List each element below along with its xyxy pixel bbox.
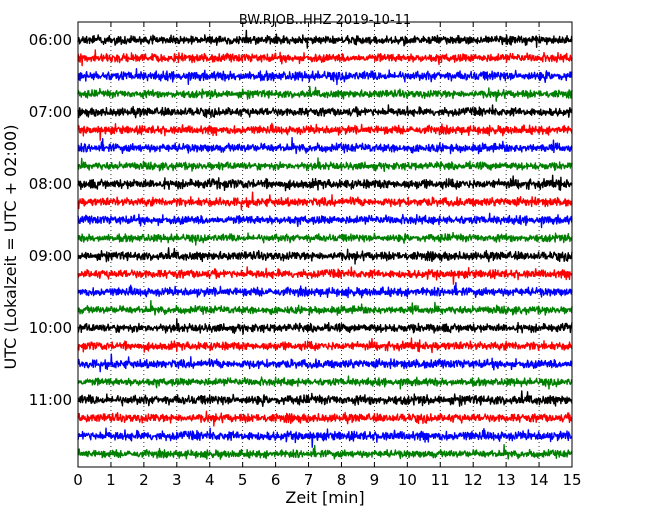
trace-0645 (77, 85, 573, 102)
trace-0945 (77, 300, 573, 316)
x-tick-label: 15 (562, 471, 581, 489)
x-tick-label: 8 (337, 471, 347, 489)
trace-1030 (77, 353, 573, 373)
x-tick-label: 7 (304, 471, 314, 489)
x-tick-label: 2 (139, 471, 149, 489)
x-tick-label: 12 (464, 471, 483, 489)
y-tick-label: 07:00 (29, 103, 72, 121)
trace-0745 (77, 157, 573, 173)
y-tick-label: 11:00 (29, 391, 72, 409)
x-tick-label: 6 (271, 471, 281, 489)
y-tick-label: 10:00 (29, 319, 72, 337)
x-tick-label: 3 (172, 471, 182, 489)
chart-title: BW.RJOB..HHZ 2019-10-11 (239, 13, 411, 28)
x-tick-label: 1 (106, 471, 116, 489)
trace-0930 (77, 281, 573, 299)
x-tick-label: 0 (73, 471, 83, 489)
y-axis-ticks: 06:00 07:00 08:00 09:00 10:00 11:00 (29, 31, 572, 409)
trace-0730 (77, 136, 573, 155)
x-tick-label: 4 (205, 471, 215, 489)
trace-0915 (77, 266, 573, 285)
plot-frame (77, 21, 573, 468)
x-tick-label: 5 (238, 471, 248, 489)
trace-0900 (77, 247, 573, 265)
trace-1045 (77, 375, 573, 390)
trace-0830 (77, 212, 573, 229)
x-tick-label: 14 (530, 471, 549, 489)
trace-1130 (77, 427, 573, 448)
y-tick-label: 06:00 (29, 31, 72, 49)
y-tick-label: 08:00 (29, 175, 72, 193)
y-axis-label: UTC (Lokalzeit = UTC + 02:00) (1, 125, 20, 370)
x-tick-label: 11 (431, 471, 450, 489)
trace-0600 (77, 29, 573, 49)
x-tick-label: 13 (497, 471, 516, 489)
trace-0715 (77, 122, 573, 141)
x-axis-label: Zeit [min] (285, 488, 364, 507)
trace-1100 (77, 390, 573, 408)
trace-0700 (77, 104, 573, 119)
trace-0630 (77, 68, 573, 86)
x-axis-ticks: 0 1 2 3 4 5 6 7 8 9 10 11 12 13 14 15 (73, 22, 582, 489)
y-tick-label: 09:00 (29, 247, 72, 265)
trace-1000 (77, 318, 573, 335)
trace-0615 (77, 49, 573, 67)
trace-1145 (77, 444, 573, 460)
x-tick-label: 10 (398, 471, 417, 489)
trace-0815 (77, 191, 573, 211)
trace-0800 (77, 174, 573, 192)
trace-1015 (77, 337, 573, 354)
trace-group (77, 29, 573, 460)
trace-0845 (77, 231, 573, 246)
x-tick-label: 9 (370, 471, 380, 489)
trace-1115 (77, 410, 573, 427)
